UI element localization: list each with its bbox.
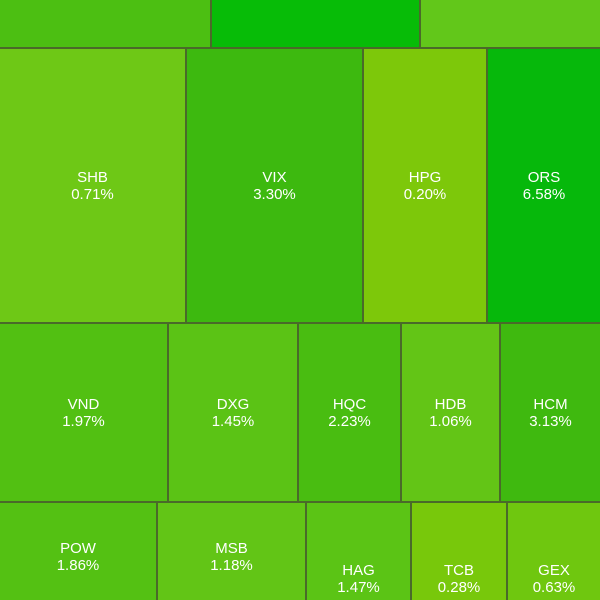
- stock-tile-top-middle[interactable]: [212, 0, 419, 47]
- stock-symbol: HAG: [342, 562, 375, 579]
- stock-tile-ors[interactable]: ORS 6.58%: [488, 49, 600, 322]
- stock-symbol: HQC: [332, 396, 367, 413]
- tile-label: GEX 0.63%: [508, 562, 600, 596]
- stock-symbol: HPG: [408, 169, 442, 186]
- tile-label: HAG 1.47%: [307, 562, 410, 596]
- stock-tile-gex[interactable]: GEX 0.63%: [508, 503, 600, 600]
- stock-tile-hag[interactable]: HAG 1.47%: [307, 503, 410, 600]
- stock-change: 0.71%: [71, 186, 114, 203]
- stock-tile-dxg[interactable]: DXG 1.45%: [169, 324, 297, 501]
- stock-tile-vnd[interactable]: VND 1.97%: [0, 324, 167, 501]
- stock-symbol: VIX: [262, 169, 287, 186]
- stock-symbol: GEX: [538, 562, 570, 579]
- stock-symbol: POW: [60, 540, 96, 557]
- stock-tile-hpg[interactable]: HPG 0.20%: [364, 49, 486, 322]
- stock-change: 0.20%: [403, 186, 447, 203]
- stock-change: 1.18%: [210, 557, 253, 574]
- tile-label: HDB 1.06%: [402, 396, 499, 430]
- stock-change: 0.28%: [437, 579, 481, 596]
- stock-tile-hdb[interactable]: HDB 1.06%: [402, 324, 499, 501]
- stock-change: 1.47%: [337, 579, 380, 596]
- stock-symbol: SHB: [77, 169, 108, 186]
- stock-tile-top-right[interactable]: [421, 0, 600, 47]
- tile-label: VND 1.97%: [0, 396, 167, 430]
- stock-tile-hqc[interactable]: HQC 2.23%: [299, 324, 400, 501]
- tile-label: HQC 2.23%: [299, 396, 400, 430]
- stock-change: 2.23%: [328, 413, 371, 430]
- stock-symbol: ORS: [527, 169, 561, 186]
- stock-symbol: MSB: [215, 540, 248, 557]
- stock-symbol: DXG: [216, 396, 250, 413]
- stock-change: 1.97%: [62, 413, 105, 430]
- tile-label: ORS 6.58%: [488, 169, 600, 203]
- stock-symbol: HCM: [533, 396, 568, 413]
- stock-tile-tcb[interactable]: TCB 0.28%: [412, 503, 506, 600]
- tile-label: TCB 0.28%: [412, 562, 506, 596]
- stock-change: 1.06%: [429, 413, 472, 430]
- tile-label: DXG 1.45%: [169, 396, 297, 430]
- tile-label: VIX 3.30%: [187, 169, 362, 203]
- stock-symbol: TCB: [444, 562, 474, 579]
- stock-tile-shb[interactable]: SHB 0.71%: [0, 49, 185, 322]
- tile-label: MSB 1.18%: [158, 540, 305, 574]
- tile-label: POW 1.86%: [0, 540, 156, 574]
- tile-label: HCM 3.13%: [501, 396, 600, 430]
- tile-label: SHB 0.71%: [0, 169, 185, 203]
- stock-tile-top-left[interactable]: [0, 0, 210, 47]
- stock-change: 6.58%: [522, 186, 566, 203]
- stock-change: 0.63%: [532, 579, 576, 596]
- stock-change: 1.45%: [211, 413, 255, 430]
- stock-tile-hcm[interactable]: HCM 3.13%: [501, 324, 600, 501]
- stock-tile-msb[interactable]: MSB 1.18%: [158, 503, 305, 600]
- stock-change: 3.30%: [253, 186, 296, 203]
- stock-change: 1.86%: [56, 557, 100, 574]
- stock-tile-pow[interactable]: POW 1.86%: [0, 503, 156, 600]
- stock-tile-vix[interactable]: VIX 3.30%: [187, 49, 362, 322]
- stock-change: 3.13%: [529, 413, 572, 430]
- stock-symbol: HDB: [434, 396, 467, 413]
- tile-label: HPG 0.20%: [364, 169, 486, 203]
- stock-symbol: VND: [67, 396, 100, 413]
